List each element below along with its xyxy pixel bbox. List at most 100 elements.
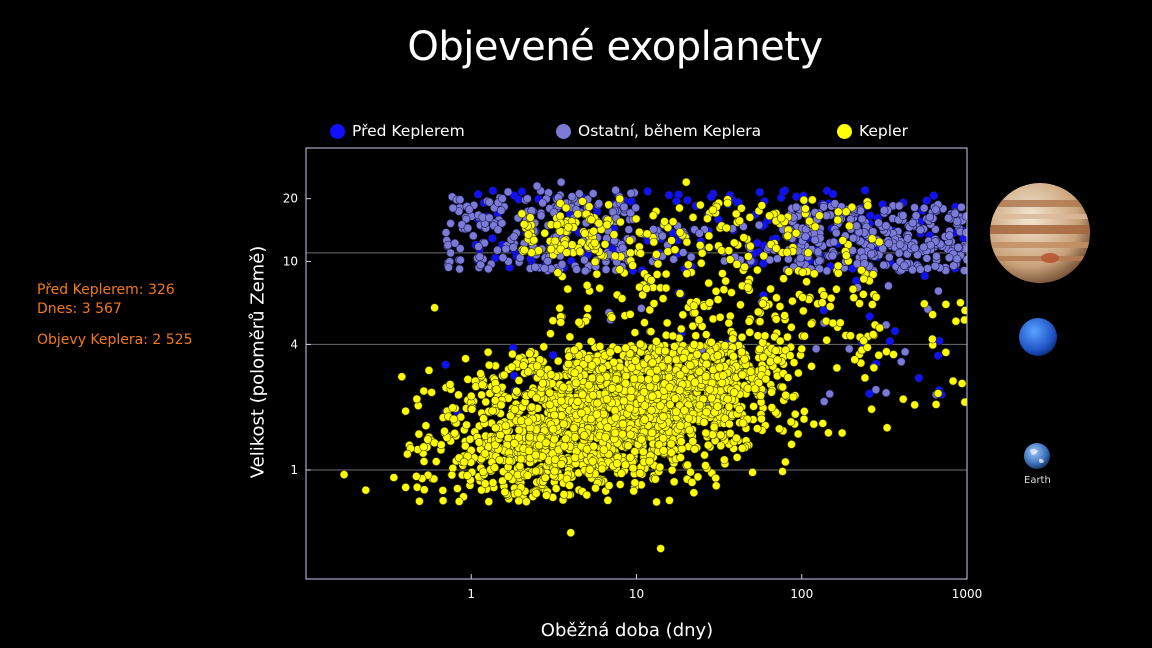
kepler-point (832, 363, 842, 373)
kepler-point (675, 370, 685, 380)
kepler-point (675, 203, 684, 213)
kepler-point (412, 472, 421, 481)
kepler-point (491, 423, 500, 433)
kepler-point (481, 397, 491, 407)
kepler-point (676, 437, 686, 446)
pre-kepler-point (890, 326, 900, 336)
kepler-point (532, 393, 541, 403)
kepler-point (676, 324, 686, 334)
kepler-point (463, 375, 473, 384)
kepler-point (621, 460, 630, 470)
kepler-point (822, 335, 831, 345)
kepler-point (874, 237, 884, 247)
kepler-point (510, 439, 519, 448)
other-during-kepler-point (503, 187, 513, 197)
kepler-point (707, 393, 716, 403)
kepler-point (564, 222, 573, 232)
kepler-point (737, 370, 747, 380)
kepler-point (629, 486, 638, 496)
other-during-kepler-point (961, 211, 967, 221)
pre-kepler-point (441, 360, 450, 369)
kepler-point (570, 453, 580, 463)
other-during-kepler-point (813, 247, 823, 257)
kepler-point (665, 400, 675, 409)
kepler-point (675, 386, 685, 395)
kepler-point (859, 336, 868, 346)
kepler-point (833, 261, 843, 271)
kepler-point (480, 479, 490, 488)
kepler-point (735, 216, 744, 226)
kepler-point (525, 349, 534, 358)
kepler-point (514, 496, 523, 506)
kepler-point (759, 251, 769, 261)
other-during-kepler-point (852, 221, 861, 231)
kepler-point (465, 434, 475, 444)
kepler-point (707, 337, 716, 347)
y-tick-label: 10 (283, 254, 298, 268)
kepler-point (454, 390, 463, 400)
kepler-point (496, 400, 506, 410)
kepler-point (868, 330, 878, 339)
pre-kepler-point (865, 211, 875, 220)
kepler-point (670, 245, 680, 255)
kepler-point (412, 482, 422, 492)
stats-panel: Před Keplerem: 326 Dnes: 3 567 Objevy Ke… (37, 281, 193, 350)
other-during-kepler-point (829, 237, 839, 247)
kepler-point (492, 385, 501, 394)
kepler-point (941, 348, 951, 357)
kepler-point (551, 484, 561, 493)
kepler-point (721, 276, 730, 286)
kepler-point (412, 394, 422, 404)
kepler-point (574, 317, 584, 327)
kepler-point (772, 293, 781, 303)
other-during-kepler-point (916, 265, 925, 274)
kepler-point (621, 378, 630, 388)
kepler-point (506, 411, 515, 421)
kepler-point (787, 440, 796, 449)
kepler-point (625, 453, 635, 462)
kepler-point (919, 299, 929, 309)
other-during-kepler-point (540, 264, 549, 273)
kepler-point (532, 361, 542, 371)
kepler-point (507, 362, 517, 372)
kepler-point (691, 331, 701, 340)
other-during-kepler-point (624, 225, 634, 234)
x-axis-label: Oběžná doba (dny) (540, 620, 714, 641)
page-title: Objevené exoplanety (407, 24, 823, 70)
kepler-point (602, 394, 612, 404)
other-during-kepler-point (669, 255, 678, 264)
kepler-point (615, 480, 625, 489)
kepler-point (671, 355, 681, 365)
kepler-point (621, 343, 631, 353)
kepler-point (740, 354, 749, 364)
other-during-kepler-point (945, 231, 954, 240)
pre-kepler-point (865, 312, 874, 321)
other-during-kepler-point (884, 239, 894, 248)
kepler-point (695, 241, 705, 250)
kepler-point (630, 478, 640, 488)
kepler-point (595, 374, 605, 384)
kepler-point (466, 391, 476, 401)
kepler-point (419, 442, 428, 452)
kepler-point (676, 421, 685, 431)
kepler-point (550, 455, 560, 464)
kepler-point (625, 349, 635, 358)
kepler-point (649, 237, 659, 247)
kepler-point (695, 400, 705, 410)
other-during-kepler-point (952, 217, 962, 226)
kepler-point (592, 269, 602, 279)
kepler-point (788, 296, 797, 306)
kepler-point (648, 392, 657, 401)
kepler-point (575, 247, 585, 257)
kepler-point (818, 419, 828, 428)
kepler-point (559, 419, 569, 429)
kepler-point (863, 201, 873, 210)
kepler-point (729, 352, 738, 361)
kepler-point (832, 284, 841, 294)
kepler-point (477, 485, 486, 495)
kepler-point (755, 317, 765, 326)
other-during-kepler-point (930, 261, 940, 271)
kepler-point (524, 446, 534, 456)
kepler-point (739, 233, 749, 242)
kepler-point (799, 414, 809, 424)
